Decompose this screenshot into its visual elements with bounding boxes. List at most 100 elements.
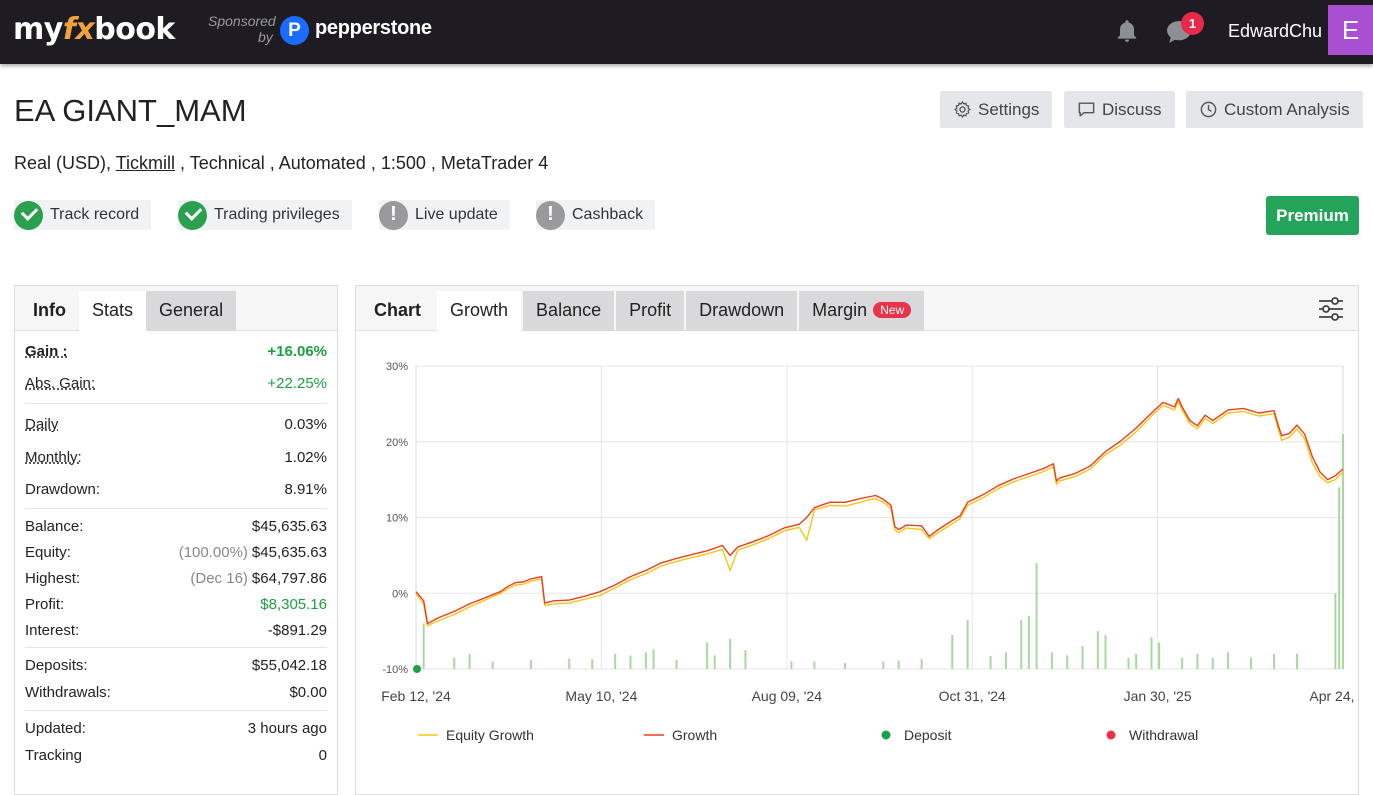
stats-tabs: Info Stats General xyxy=(15,286,337,331)
rates-group: Daily 0.03% Monthly: 1.02% Drawdown: 8.91% xyxy=(25,404,327,509)
highest-value: $64,797.86 xyxy=(251,569,327,587)
account-details: , Technical , Automated , 1:500 , MetaTr… xyxy=(175,153,549,173)
balance-row: Balance: $45,635.63 xyxy=(25,513,327,539)
highest-date: (Dec 16) xyxy=(190,569,248,587)
comment-icon xyxy=(1078,102,1095,117)
deposits-row: Deposits: $55,042.18 xyxy=(25,652,327,679)
updated-row: Updated: 3 hours ago xyxy=(25,715,327,742)
y-tick-label: 30% xyxy=(386,361,408,373)
account-description: Real (USD), Tickmill , Technical , Autom… xyxy=(14,153,548,174)
exclamation-circle-icon xyxy=(379,200,408,230)
logo-my: my xyxy=(13,12,63,47)
profit-label: Profit: xyxy=(25,595,65,613)
equity-row: Equity: (100.00%) $45,635.63 xyxy=(25,539,327,565)
tab-balance[interactable]: Balance xyxy=(523,291,615,331)
chart-settings-sliders-icon[interactable] xyxy=(1317,296,1345,322)
abs-gain-label[interactable]: Abs. Gain: xyxy=(25,374,96,392)
settings-button[interactable]: Settings xyxy=(940,91,1053,128)
abs-gain-row: Abs. Gain: +22.25% xyxy=(25,367,327,399)
verification-track-record[interactable]: Track record xyxy=(14,200,152,230)
y-tick-label: 0% xyxy=(392,588,408,600)
gear-icon xyxy=(953,100,972,119)
updated-value: 3 hours ago xyxy=(247,720,327,737)
custom-analysis-button[interactable]: Custom Analysis xyxy=(1186,91,1363,128)
stats-panel: Info Stats General Gain : +16.06% Abs. Ga… xyxy=(14,285,338,795)
deposit-marker xyxy=(413,665,421,673)
chart-panel: Chart Growth Balance Profit Drawdown Mar… xyxy=(355,285,1359,795)
daily-label[interactable]: Daily xyxy=(25,416,59,433)
tracking-label: Tracking xyxy=(25,747,82,764)
x-tick-label: Feb 12, '24 xyxy=(381,688,451,704)
verification-trading-privileges[interactable]: Trading privileges xyxy=(178,200,352,230)
tab-growth[interactable]: Growth xyxy=(437,291,522,331)
balance-value: $45,635.63 xyxy=(251,517,327,535)
withdrawals-value: $0.00 xyxy=(289,684,327,701)
money-group: Balance: $45,635.63 Equity: (100.00%) $45,6… xyxy=(25,509,327,648)
legend-label[interactable]: Growth xyxy=(672,727,717,743)
verification-label: Cashback xyxy=(572,206,644,223)
legend-label[interactable]: Deposit xyxy=(904,727,952,743)
monthly-value: 1.02% xyxy=(284,449,327,466)
drawdown-label: Drawdown: xyxy=(25,480,101,498)
interest-value: -$891.29 xyxy=(267,621,327,639)
tracking-row: Tracking 0 xyxy=(25,742,327,769)
verification-cashback[interactable]: Cashback xyxy=(536,200,656,230)
legend-label[interactable]: Equity Growth xyxy=(446,727,534,743)
gain-row: Gain : +16.06% xyxy=(25,335,327,367)
tab-margin[interactable]: Margin New xyxy=(799,291,925,331)
gain-value: +16.06% xyxy=(267,342,327,360)
y-tick-label: 10% xyxy=(386,513,408,525)
broker-link[interactable]: Tickmill xyxy=(115,153,176,173)
y-tick-label: 20% xyxy=(386,437,408,449)
discuss-button[interactable]: Discuss xyxy=(1064,91,1175,128)
logo-fx: fx xyxy=(62,12,95,47)
equity-percent: (100.00%) xyxy=(178,543,248,561)
check-circle-icon xyxy=(14,200,43,230)
x-tick-label: Apr 24, '25 xyxy=(1309,688,1358,704)
tab-drawdown[interactable]: Drawdown xyxy=(686,291,798,331)
sponsored-label: Sponsored xyxy=(208,13,276,29)
tab-general[interactable]: General xyxy=(146,291,237,331)
by-label: by xyxy=(258,29,273,45)
tab-stats[interactable]: Stats xyxy=(79,291,147,331)
margin-label: Margin xyxy=(812,300,868,320)
premium-button[interactable]: Premium xyxy=(1266,196,1359,235)
exclamation-circle-icon xyxy=(536,200,565,230)
equity-growth-line xyxy=(415,400,1344,627)
verification-label: Track record xyxy=(50,206,140,223)
drawdown-row: Drawdown: 8.91% xyxy=(25,474,327,504)
gain-label[interactable]: Gain : xyxy=(25,342,68,360)
check-circle-icon xyxy=(178,200,207,230)
x-tick-label: Aug 09, '24 xyxy=(752,688,823,704)
legend-label[interactable]: Withdrawal xyxy=(1129,727,1198,743)
withdrawals-label: Withdrawals: xyxy=(25,684,111,701)
verification-live-update[interactable]: Live update xyxy=(379,200,510,230)
tab-info[interactable]: Info xyxy=(33,300,66,320)
username[interactable]: EdwardChu xyxy=(1228,21,1323,41)
gain-group: Gain : +16.06% Abs. Gain: +22.25% xyxy=(25,331,327,404)
notification-bell-icon[interactable] xyxy=(1114,18,1140,44)
chart-tabs: Chart Growth Balance Profit Drawdown Mar… xyxy=(356,286,1358,331)
highest-row: Highest: (Dec 16) $64,797.86 xyxy=(25,565,327,591)
myfxbook-logo[interactable]: myfxbook xyxy=(13,12,175,47)
avatar[interactable]: E xyxy=(1328,5,1373,55)
withdrawals-row: Withdrawals: $0.00 xyxy=(25,679,327,706)
account-type: Real (USD), xyxy=(14,153,116,173)
pepperstone-name[interactable]: pepperstone xyxy=(315,17,432,39)
logo-book: book xyxy=(94,12,175,47)
tab-chart[interactable]: Chart xyxy=(374,300,422,320)
pepperstone-logo-icon[interactable]: P xyxy=(280,16,309,45)
discuss-label: Discuss xyxy=(1102,99,1162,119)
verification-label: Live update xyxy=(415,206,498,223)
tracking-group: Updated: 3 hours ago Tracking 0 xyxy=(25,711,327,773)
stats-list: Gain : +16.06% Abs. Gain: +22.25% Daily 0.0… xyxy=(15,331,337,773)
tracking-value: 0 xyxy=(318,747,327,764)
daily-value: 0.03% xyxy=(284,416,327,433)
deposits-label: Deposits: xyxy=(25,657,88,674)
abs-gain-value: +22.25% xyxy=(267,374,327,392)
monthly-label[interactable]: Monthly: xyxy=(25,449,82,466)
tab-profit[interactable]: Profit xyxy=(616,291,685,331)
legend-swatch-dot xyxy=(881,730,891,740)
page-title: EA GIANT_MAM xyxy=(14,93,247,128)
messages-badge[interactable]: 1 xyxy=(1181,12,1204,35)
